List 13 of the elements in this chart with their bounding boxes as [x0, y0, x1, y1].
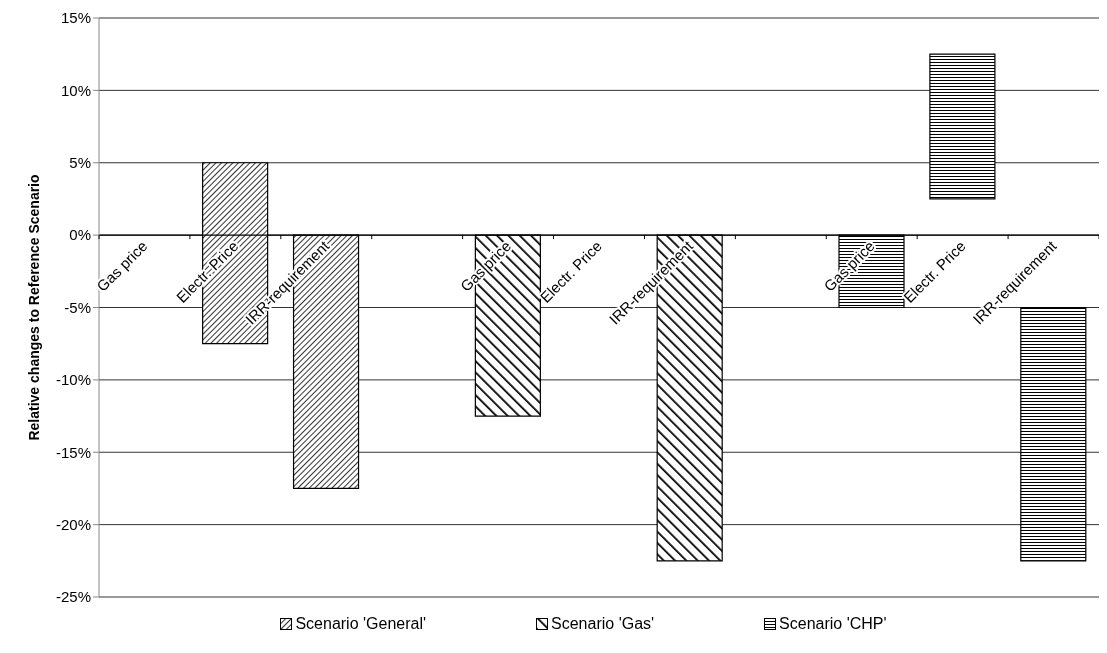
y-tick-label: 10% — [60, 81, 91, 99]
legend-label: Scenario 'CHP' — [779, 615, 887, 633]
y-tick-label: -20% — [55, 515, 91, 533]
y-tick-label: 5% — [69, 154, 91, 172]
y-axis-title: Relative changes to Reference Scenario — [25, 174, 42, 441]
y-tick-label: -25% — [55, 588, 91, 606]
y-tick-label: -5% — [64, 298, 91, 316]
y-tick-label: -15% — [55, 443, 91, 461]
y-tick-label: 0% — [69, 226, 91, 244]
y-tick-label: 15% — [60, 9, 91, 27]
y-tick-label: -10% — [55, 371, 91, 389]
legend-label: Scenario 'Gas' — [551, 615, 655, 633]
legend-label: Scenario 'General' — [295, 615, 427, 633]
